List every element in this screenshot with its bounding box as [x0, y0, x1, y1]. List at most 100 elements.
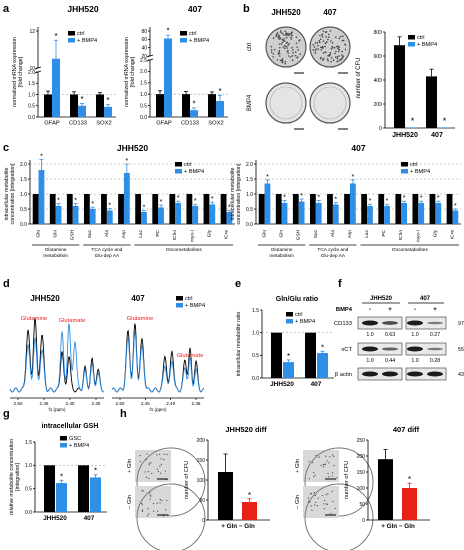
colony-dot [311, 510, 312, 511]
bar-ctrl [276, 194, 282, 224]
colony-dot [140, 461, 141, 462]
colony-dot [290, 33, 292, 35]
x-tick-label: 2.50 [14, 401, 23, 406]
bar-bmp4 [384, 206, 390, 224]
legend-label: + BMP4 [184, 169, 204, 175]
x-tick-label: 2.40 [66, 401, 75, 406]
colony-dot [157, 503, 158, 504]
colony-dot [315, 42, 317, 44]
colony-dot [317, 45, 319, 47]
y-tick-label: 80 [141, 29, 147, 35]
colony-dot [319, 40, 321, 42]
bar-bmp4 [216, 101, 224, 117]
bar-bmp4 [282, 203, 288, 224]
legend-label: + BMP4 [69, 443, 89, 449]
legend-label: ctrl [184, 162, 191, 168]
kda-label: 43 kDa [458, 372, 464, 378]
significance-asterisk: * [40, 154, 43, 161]
y-tick-label: 1.0 [25, 463, 32, 469]
colony-dot [326, 503, 327, 504]
colony-dot [333, 465, 334, 466]
colony-dot [327, 460, 328, 461]
colony-dot [299, 53, 301, 55]
colony-dot [330, 513, 331, 514]
significance-asterisk: * [160, 199, 163, 206]
colony-dot [322, 36, 324, 38]
y-tick-label: 1.0 [28, 92, 35, 98]
colony-dot [327, 60, 329, 62]
colony-dot [283, 38, 285, 40]
y-tick-label: 200 [374, 102, 383, 108]
significance-asterisk: * [334, 197, 337, 204]
colony-dot [158, 471, 159, 472]
colony-dot [313, 472, 314, 473]
colony-dot [320, 58, 322, 60]
legend-swatch [408, 35, 415, 40]
blot-band [362, 321, 378, 326]
group-label: metabolism [43, 253, 68, 259]
x-tick-label: Gly [432, 229, 438, 237]
colony-dot [311, 493, 312, 494]
significance-asterisk: * [106, 96, 109, 105]
colony-dot [330, 40, 332, 42]
colony-dot [325, 43, 327, 45]
colony-dot [278, 34, 280, 36]
blot-band [362, 372, 378, 377]
colony-dot [320, 46, 322, 48]
y-tick-label: 0.0 [20, 222, 27, 228]
colony-dot [325, 52, 327, 54]
legend-swatch [176, 303, 183, 308]
significance-asterisk: * [166, 27, 169, 36]
colony-dot [160, 473, 161, 474]
colony-dot [322, 46, 324, 48]
colony-dot [165, 509, 166, 510]
colony-dot [287, 44, 289, 46]
row-label: ctrl [247, 43, 253, 51]
colony-dot [338, 46, 340, 48]
colony-dot [149, 463, 150, 464]
colony-dot [288, 43, 290, 45]
significance-asterisk: * [437, 195, 440, 202]
significance-asterisk: * [57, 198, 60, 205]
y-tick-label: 150 [197, 458, 206, 464]
blot-header: 407 [420, 296, 431, 302]
colony-dot [149, 464, 150, 465]
legend-swatch [175, 169, 182, 174]
colony-dot [157, 468, 158, 469]
colony-dot [327, 58, 329, 60]
x-tick-label: 407 [311, 381, 322, 388]
colony-dot [328, 476, 329, 477]
chart-title: JHH520 diff [225, 425, 267, 434]
y-tick-label: 2.0 [246, 162, 253, 168]
significance-asterisk: * [317, 195, 320, 202]
colony-dot [342, 40, 344, 42]
densitometry-value: 1.0 [366, 358, 373, 364]
densitometry-value: 0.28 [430, 358, 440, 364]
bar-bmp4 [209, 205, 215, 225]
colony-dot [283, 34, 285, 36]
colony-dot [284, 30, 286, 32]
row-label: BMP4 [336, 307, 353, 313]
colony-dot [297, 49, 299, 51]
colony-dot [313, 49, 315, 51]
bar-bmp4 [283, 362, 294, 378]
blot-name: β actin [335, 372, 352, 378]
colony-dot [287, 52, 289, 54]
y-tick-label: 250 [357, 438, 366, 444]
colony-dot [331, 57, 333, 59]
x-tick-label: myo-I [415, 230, 421, 242]
significance-asterisk: * [194, 198, 197, 205]
colony-dot [283, 40, 285, 42]
colony-dot [327, 473, 328, 474]
colony-dot [318, 498, 319, 499]
colony-dot [279, 47, 281, 49]
bar-bmp4 [407, 127, 418, 128]
peak-label: Glutamine [21, 316, 47, 322]
colony-dot [341, 51, 343, 53]
panel-letter: g [3, 408, 10, 420]
blot-band [427, 322, 443, 324]
significance-asterisk: * [211, 196, 214, 203]
colony-dot [325, 36, 327, 38]
bar-ctrl [271, 333, 282, 378]
bar-ctrl [33, 194, 39, 224]
